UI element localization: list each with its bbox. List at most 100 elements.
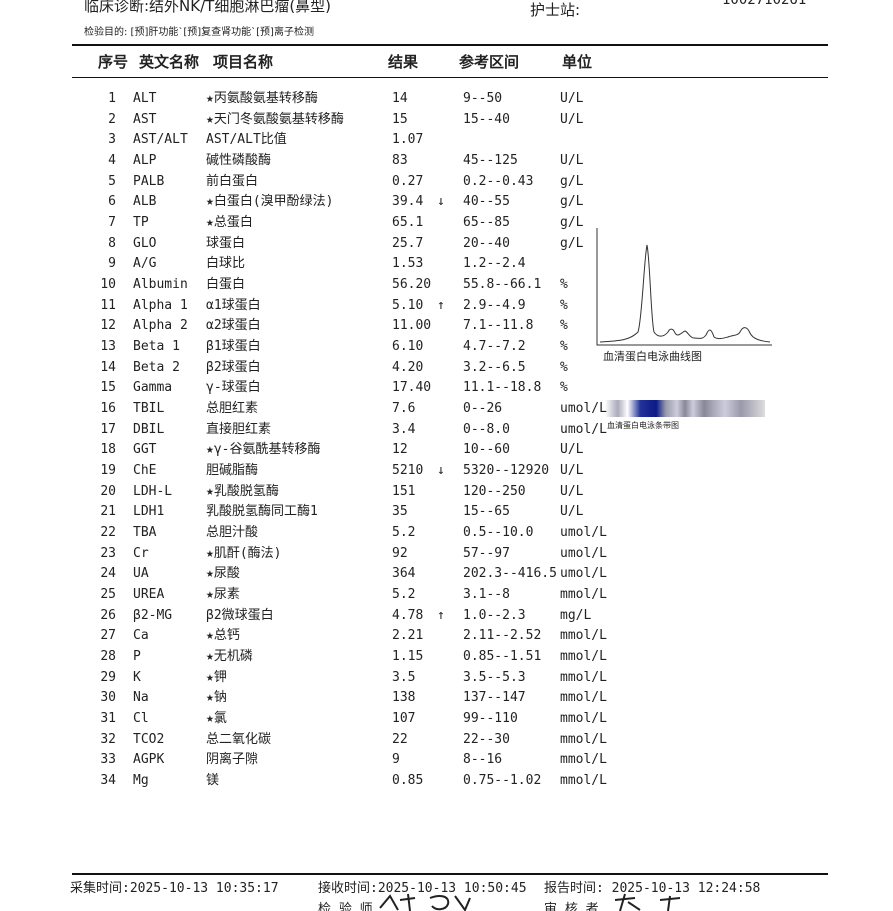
cell-name: ★白蛋白(溴甲酚绿法) <box>206 194 334 210</box>
cell-unit: umol/L <box>560 545 607 561</box>
cell-unit: mmol/L <box>560 690 607 706</box>
cell-name: 阴离子隙 <box>206 752 259 768</box>
cell-result: 6.10 <box>392 339 424 355</box>
cell-name: ★无机磷 <box>206 649 253 665</box>
row-number: 31 <box>100 711 116 727</box>
cell-range: 10--60 <box>463 442 510 458</box>
cell-name: ★肌酐(酶法) <box>206 545 282 561</box>
cell-range: 9--50 <box>463 91 503 106</box>
cell-range: 2.11--2.52 <box>463 628 542 644</box>
cell-result: 14 <box>392 91 408 106</box>
cell-result: 107 <box>392 711 416 727</box>
cell-range: 2.9--4.9 <box>463 297 526 313</box>
cell-result: 1.07 <box>392 132 424 148</box>
row-number: 6 <box>108 194 116 210</box>
cell-name: 胆碱脂酶 <box>206 463 259 479</box>
cell-name: 白球比 <box>206 256 246 272</box>
cell-range: 11.1--18.8 <box>463 380 542 396</box>
cell-range: 0.75--1.02 <box>463 773 542 789</box>
signatures <box>379 893 681 911</box>
cell-code: Beta 1 <box>133 339 180 355</box>
cell-range: 1.2--2.4 <box>463 256 526 272</box>
cell-code: Albumin <box>133 277 188 293</box>
cell-unit: % <box>560 339 568 355</box>
cell-code: P <box>133 649 141 665</box>
cell-name: 总二氧化碳 <box>206 731 272 747</box>
row-number: 4 <box>108 153 116 168</box>
cell-result: 5210 <box>392 463 424 479</box>
row-number: 9 <box>108 256 116 272</box>
row-number: 28 <box>100 649 116 665</box>
reviewer-label: 审 核 者 <box>544 902 599 911</box>
row-number: 10 <box>100 277 116 293</box>
cell-result: 1.53 <box>392 256 424 272</box>
band-caption: 血清蛋白电泳条带图 <box>607 421 679 430</box>
cell-code: TBA <box>133 525 157 541</box>
cell-result: 1.15 <box>392 649 424 665</box>
cell-range: 5320--12920 <box>463 463 550 479</box>
cell-unit: U/L <box>560 111 584 127</box>
cell-name: ★总蛋白 <box>206 215 253 231</box>
reviewer-signature <box>614 893 681 911</box>
cell-code: Alpha 1 <box>133 297 188 313</box>
cell-range: 7.1--11.8 <box>463 318 534 334</box>
cell-unit: U/L <box>560 504 584 520</box>
cell-range: 8--16 <box>463 752 503 768</box>
cell-result: 35 <box>392 504 408 520</box>
cell-name: ★尿酸 <box>206 566 240 582</box>
row-number: 12 <box>100 318 116 334</box>
row-number: 8 <box>108 235 116 251</box>
cell-code: UREA <box>133 587 165 603</box>
cell-code: UA <box>133 566 149 582</box>
row-number: 21 <box>100 504 116 520</box>
cell-flag: ↑ <box>437 297 445 313</box>
cell-name: 碱性磷酸酶 <box>206 153 272 168</box>
row-number: 29 <box>100 669 116 685</box>
cell-result: 4.20 <box>392 359 424 375</box>
cell-unit: mmol/L <box>560 628 607 644</box>
cell-unit: U/L <box>560 442 584 458</box>
row-number: 7 <box>108 215 116 231</box>
column-header: 项目名称 <box>213 53 274 71</box>
cell-unit: % <box>560 359 568 375</box>
column-header: 序号 <box>98 53 129 71</box>
cell-name: α2球蛋白 <box>206 318 261 334</box>
cell-range: 1.0--2.3 <box>463 607 526 623</box>
row-number: 5 <box>108 173 116 189</box>
cell-result: 3.4 <box>392 421 416 437</box>
cell-range: 137--147 <box>463 690 526 706</box>
cell-name: 白蛋白 <box>206 277 246 293</box>
cell-result: 7.6 <box>392 401 416 417</box>
cell-unit: umol/L <box>560 421 607 437</box>
row-number: 2 <box>108 111 116 127</box>
purpose: 检验目的: [预]肝功能`[预]复查肾功能`[预]离子检测 <box>84 27 314 38</box>
cell-name: β2微球蛋白 <box>206 607 274 623</box>
cell-code: Cr <box>133 545 149 561</box>
cell-code: Alpha 2 <box>133 318 188 334</box>
cell-name: ★丙氨酸氨基转移酶 <box>206 91 318 106</box>
column-header: 英文名称 <box>139 53 200 71</box>
cell-range: 3.1--8 <box>463 587 510 603</box>
cell-name: 球蛋白 <box>206 235 246 251</box>
cell-name: ★乳酸脱氢酶 <box>206 483 279 499</box>
cell-code: Na <box>133 690 149 706</box>
header-rule <box>72 77 828 78</box>
row-number: 18 <box>100 442 116 458</box>
cell-name: β2球蛋白 <box>206 359 261 375</box>
cell-range: 0.2--0.43 <box>463 173 534 189</box>
cell-code: ALT <box>133 91 157 106</box>
cell-unit: mmol/L <box>560 669 607 685</box>
electrophoresis <box>596 228 772 417</box>
cell-result: 9 <box>392 752 400 768</box>
row-number: 3 <box>108 132 116 148</box>
cell-code: TCO2 <box>133 731 165 747</box>
cell-unit: mmol/L <box>560 752 607 768</box>
cell-result: 92 <box>392 545 408 561</box>
cell-result: 5.2 <box>392 587 416 603</box>
cell-unit: g/L <box>560 215 584 231</box>
cell-unit: mmol/L <box>560 711 607 727</box>
cell-range: 40--55 <box>463 194 510 210</box>
cell-name: 镁 <box>206 773 220 789</box>
cell-unit: mmol/L <box>560 587 607 603</box>
